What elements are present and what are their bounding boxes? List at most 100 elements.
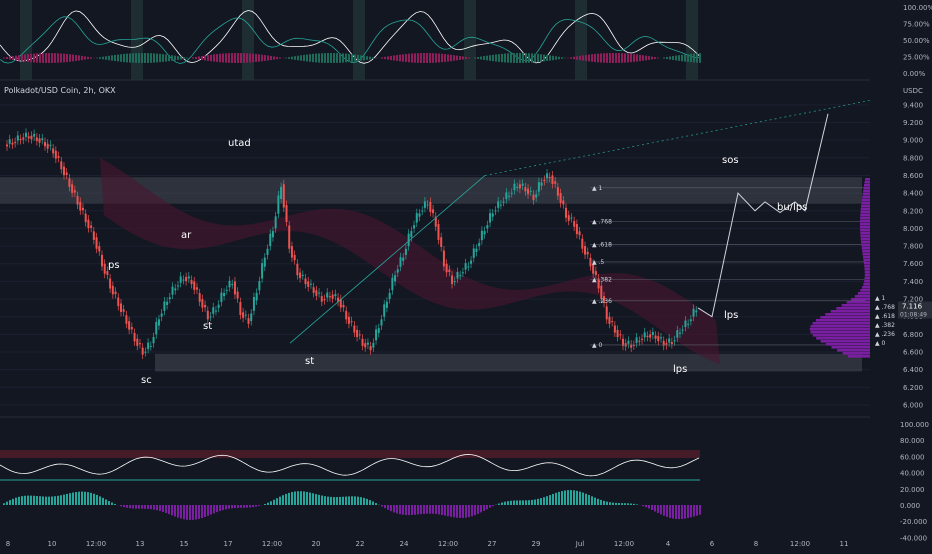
histogram-bar (321, 496, 323, 505)
histogram-bar (432, 505, 434, 514)
top-axis-tick: 100.00% (903, 4, 932, 12)
candle-body (212, 307, 214, 313)
candle-body (470, 261, 472, 264)
candle-body (139, 343, 141, 344)
histogram-bar (204, 505, 206, 517)
candle-body (671, 342, 673, 344)
top-osc-bar (39, 53, 41, 63)
volume-profile-bar (861, 205, 870, 208)
top-osc-bar (516, 53, 518, 63)
histogram-bar (387, 505, 389, 510)
histogram-bar (192, 505, 194, 520)
histogram-bar (654, 505, 656, 511)
histogram-bar (339, 497, 341, 505)
volume-profile-bar (865, 274, 870, 277)
volume-profile-bar (864, 265, 870, 268)
candle-body (39, 138, 41, 142)
candle-body (576, 224, 578, 234)
top-osc-bar (288, 57, 290, 59)
volume-profile-bar (862, 247, 870, 250)
top-osc-bar (339, 53, 341, 63)
candle-body (155, 322, 157, 334)
histogram-bar (600, 500, 602, 505)
time-axis-tick: 6 (710, 540, 715, 548)
top-osc-bar (33, 54, 35, 63)
histogram-bar (318, 495, 320, 505)
candle-body (679, 333, 681, 334)
top-osc-bar (486, 56, 488, 61)
candle-body (310, 284, 312, 285)
top-osc-bar (138, 53, 140, 63)
top-axis-tick: 0.00% (903, 70, 926, 78)
candle-body (191, 280, 193, 284)
candle-body (96, 237, 98, 248)
histogram-bar (120, 505, 122, 506)
top-panel-band (131, 0, 143, 80)
top-osc-bar (648, 56, 650, 60)
top-osc-bar (45, 53, 47, 63)
candle-body (90, 225, 92, 227)
histogram-bar (231, 505, 233, 508)
time-axis-tick: 12:00 (614, 540, 634, 548)
candle-body (237, 292, 239, 299)
volume-profile-bar (860, 214, 870, 217)
candle-body (169, 297, 171, 299)
candle-body (581, 239, 583, 249)
histogram-bar (84, 492, 86, 505)
histogram-bar (24, 496, 26, 505)
histogram-bar (507, 501, 509, 505)
histogram-bar (234, 505, 236, 508)
candle-body (641, 339, 643, 340)
candle-body (147, 343, 149, 349)
candle-body (47, 144, 49, 149)
top-osc-bar (90, 57, 92, 58)
top-osc-bar (459, 56, 461, 60)
time-axis-tick: 12:00 (790, 540, 810, 548)
bottom-axis-tick: 60.000 (900, 453, 925, 461)
histogram-bar (438, 505, 440, 514)
volume-profile-bar (860, 217, 870, 220)
candle-body (25, 133, 27, 137)
time-axis-tick: 12:00 (86, 540, 106, 548)
candle-body (397, 269, 399, 272)
histogram-bar (87, 492, 89, 505)
candle-body (256, 293, 258, 301)
histogram-bar (696, 505, 698, 516)
time-axis-tick: 4 (666, 540, 671, 548)
histogram-bar (519, 500, 521, 505)
histogram-bar (384, 505, 386, 508)
candle-body (66, 173, 68, 175)
volume-profile-bar (864, 262, 870, 265)
candle-body (443, 251, 445, 267)
top-osc-bar (324, 53, 326, 63)
volume-profile-bar (861, 202, 870, 205)
top-osc-bar (243, 53, 245, 63)
volume-profile-bar (843, 352, 870, 355)
candle-body (619, 334, 621, 335)
top-osc-bar (489, 55, 491, 61)
price-axis-tick: 8.200 (903, 207, 923, 215)
histogram-bar (264, 504, 266, 505)
candle-body (150, 346, 152, 347)
top-osc-bar (630, 54, 632, 62)
top-osc-bar (435, 53, 437, 62)
candle-body (486, 225, 488, 228)
top-osc-bar (252, 54, 254, 63)
histogram-bar (96, 495, 98, 505)
candle-body (82, 208, 84, 210)
candle-body (166, 302, 168, 305)
volume-profile-bar (865, 268, 870, 271)
histogram-bar (573, 490, 575, 505)
histogram-bar (36, 496, 38, 505)
candle-body (690, 319, 692, 321)
histogram-bar (513, 501, 515, 505)
top-osc-bar (69, 54, 71, 61)
top-osc-bar (681, 55, 683, 62)
top-osc-bar (423, 53, 425, 63)
wyckoff-annotation: sc (141, 375, 152, 386)
histogram-bar (501, 502, 503, 505)
histogram-bar (48, 497, 50, 505)
histogram-bar (534, 499, 536, 505)
candle-body (446, 264, 448, 273)
